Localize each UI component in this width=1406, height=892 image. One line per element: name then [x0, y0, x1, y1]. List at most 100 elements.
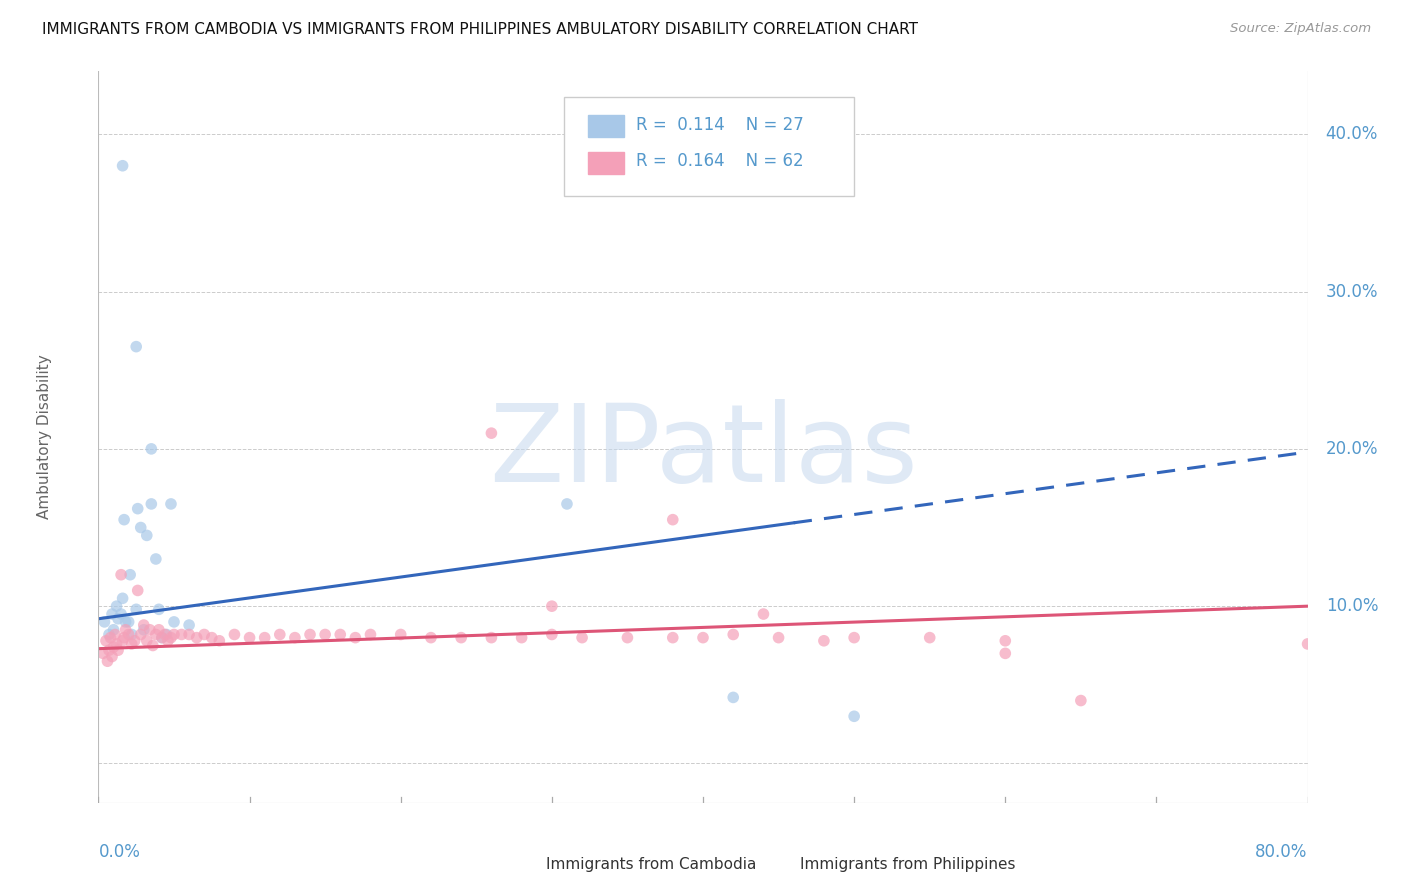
Point [125, 340, 148, 354]
Point [269, 627, 291, 641]
Point [160, 631, 183, 645]
Point [121, 637, 143, 651]
Point [110, 567, 132, 582]
Point [111, 591, 134, 606]
Point [201, 631, 224, 645]
Point [118, 615, 141, 629]
Point [186, 631, 208, 645]
Text: R =  0.114    N = 27: R = 0.114 N = 27 [637, 116, 804, 134]
Point [239, 631, 262, 645]
Point [94, 633, 117, 648]
Point [111, 633, 134, 648]
Point [299, 627, 322, 641]
Text: IMMIGRANTS FROM CAMBODIA VS IMMIGRANTS FROM PHILIPPINES AMBULATORY DISABILITY CO: IMMIGRANTS FROM CAMBODIA VS IMMIGRANTS F… [42, 22, 918, 37]
Point [844, 709, 866, 723]
Point [481, 426, 503, 441]
Point [177, 618, 201, 632]
Point [104, 627, 127, 641]
Point [163, 627, 186, 641]
Point [314, 627, 336, 641]
Point [125, 602, 148, 616]
FancyBboxPatch shape [588, 115, 624, 137]
Point [135, 633, 157, 648]
Point [721, 690, 744, 705]
Point [101, 607, 124, 621]
Point [153, 627, 176, 641]
Text: 0.0%: 0.0% [98, 843, 141, 861]
FancyBboxPatch shape [501, 856, 536, 878]
Point [170, 627, 193, 641]
Point [100, 631, 122, 645]
Point [129, 520, 152, 534]
Point [344, 631, 367, 645]
Point [150, 631, 173, 645]
Text: Source: ZipAtlas.com: Source: ZipAtlas.com [1230, 22, 1371, 36]
Point [114, 615, 136, 629]
Point [121, 627, 143, 641]
Text: 40.0%: 40.0% [1326, 125, 1378, 144]
Point [127, 501, 149, 516]
Point [752, 607, 775, 621]
Point [844, 631, 866, 645]
FancyBboxPatch shape [588, 152, 624, 174]
Point [98, 627, 121, 641]
Point [721, 627, 744, 641]
Point [661, 631, 683, 645]
Point [98, 643, 121, 657]
Point [510, 631, 533, 645]
Point [132, 618, 155, 632]
Text: Immigrants from Cambodia: Immigrants from Cambodia [546, 857, 756, 872]
Point [540, 599, 562, 614]
Text: 80.0%: 80.0% [1256, 843, 1308, 861]
Point [141, 442, 163, 456]
Point [148, 623, 170, 637]
FancyBboxPatch shape [759, 856, 796, 878]
Point [124, 633, 146, 648]
Point [360, 627, 382, 641]
Point [994, 633, 1017, 648]
Point [129, 627, 152, 641]
Point [145, 552, 167, 566]
Text: 20.0%: 20.0% [1326, 440, 1378, 458]
Point [450, 631, 472, 645]
Text: 30.0%: 30.0% [1326, 283, 1378, 301]
Point [103, 640, 125, 654]
Point [160, 497, 183, 511]
Point [105, 599, 128, 614]
Point [616, 631, 638, 645]
Point [481, 631, 503, 645]
Point [253, 631, 276, 645]
Point [918, 631, 941, 645]
Point [150, 631, 173, 645]
Point [120, 567, 142, 582]
Point [139, 623, 162, 637]
Point [813, 633, 835, 648]
Point [1070, 693, 1092, 707]
Point [193, 627, 215, 641]
Point [145, 627, 167, 641]
Point [91, 646, 114, 660]
Text: Immigrants from Philippines: Immigrants from Philippines [800, 857, 1015, 872]
FancyBboxPatch shape [564, 97, 855, 195]
Point [555, 497, 578, 511]
Point [208, 633, 231, 648]
Point [96, 654, 118, 668]
Point [224, 627, 246, 641]
Point [994, 646, 1017, 660]
Point [571, 631, 593, 645]
Point [142, 639, 165, 653]
Point [1296, 637, 1319, 651]
Point [105, 637, 128, 651]
Point [284, 631, 307, 645]
Point [661, 513, 683, 527]
Point [112, 631, 135, 645]
Point [692, 631, 714, 645]
Point [135, 528, 157, 542]
Point [118, 627, 141, 641]
Point [110, 607, 132, 621]
Point [93, 615, 115, 629]
Point [103, 623, 125, 637]
Point [141, 497, 163, 511]
Point [101, 649, 124, 664]
Point [540, 627, 562, 641]
